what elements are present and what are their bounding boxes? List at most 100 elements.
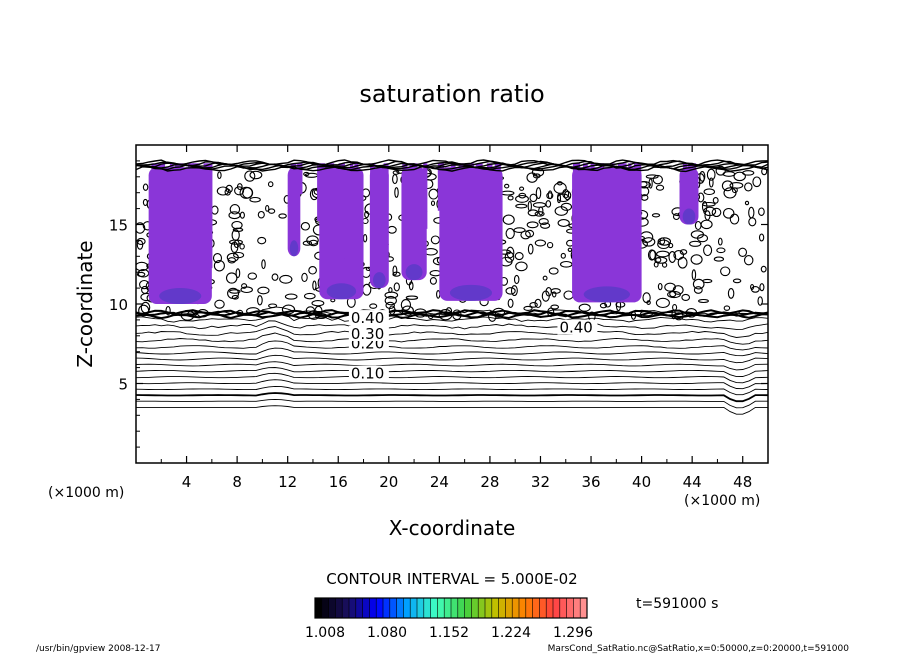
colorbar-segment bbox=[573, 598, 581, 618]
colorbar-segment bbox=[546, 598, 554, 618]
contour-line bbox=[136, 379, 768, 390]
x-tick-label: 24 bbox=[430, 473, 449, 491]
contour-blob bbox=[760, 265, 767, 273]
x-tick-label: 12 bbox=[278, 473, 297, 491]
colorbar-segment bbox=[430, 598, 438, 618]
contour-blob bbox=[436, 290, 441, 299]
shaded-column bbox=[369, 163, 389, 289]
contour-blob bbox=[519, 186, 525, 191]
contour-label: 0.40 bbox=[351, 309, 384, 327]
contour-blob bbox=[506, 246, 515, 259]
colorbar-segment bbox=[559, 598, 568, 618]
contour-blob bbox=[701, 201, 716, 207]
x-tick-label: 20 bbox=[379, 473, 398, 491]
contour-blob bbox=[657, 237, 672, 246]
contour-blob bbox=[302, 240, 313, 246]
contour-blob bbox=[722, 207, 735, 219]
colorbar-segment bbox=[369, 598, 377, 618]
contour-blob bbox=[733, 171, 746, 182]
contour-blob bbox=[693, 286, 703, 294]
contour-blob bbox=[556, 193, 562, 204]
contour-blob bbox=[738, 247, 748, 257]
contour-blob bbox=[639, 231, 654, 243]
contour-blob bbox=[550, 304, 560, 310]
contour-blob bbox=[548, 267, 559, 275]
y-axis: 5 10 15 bbox=[109, 160, 768, 448]
footer-right: MarsCond_SatRatio.nc@SatRatio,x=0:50000,… bbox=[548, 644, 850, 654]
y-tick-label: 10 bbox=[109, 296, 128, 314]
contour-blob bbox=[142, 183, 149, 191]
contour-blob bbox=[136, 271, 146, 277]
contour-blob bbox=[392, 174, 398, 185]
contour-blob bbox=[504, 183, 510, 189]
contour-blob bbox=[557, 219, 570, 227]
colorbar-segment bbox=[342, 598, 350, 618]
contour-blob bbox=[752, 176, 762, 188]
contour-blob bbox=[265, 205, 270, 212]
colorbar-segment bbox=[396, 598, 404, 618]
contour-blob bbox=[529, 193, 538, 203]
contour-blob bbox=[538, 218, 549, 225]
contour-line bbox=[136, 372, 768, 384]
contour-blob bbox=[271, 273, 279, 281]
contour-blob bbox=[527, 209, 539, 217]
contour-blob bbox=[743, 255, 754, 266]
contour-blob bbox=[257, 210, 265, 219]
colorbar-tick-label: 1.152 bbox=[429, 625, 469, 641]
contour-blob bbox=[681, 293, 691, 301]
contour-blob bbox=[234, 186, 245, 196]
colorbar-segment bbox=[485, 598, 493, 618]
x-tick-label: 36 bbox=[581, 473, 600, 491]
contour-blob bbox=[648, 178, 653, 189]
contour-blob bbox=[758, 233, 765, 242]
colorbar-segment bbox=[403, 598, 411, 618]
contour-blob bbox=[229, 289, 241, 294]
contour-blob bbox=[748, 217, 757, 227]
x-axis-label: X-coordinate bbox=[389, 516, 516, 540]
contour-blob bbox=[308, 266, 317, 275]
contour-blob bbox=[239, 211, 245, 219]
contour-blob bbox=[547, 190, 553, 200]
contour-blob bbox=[284, 293, 298, 300]
contour-blob bbox=[303, 292, 316, 300]
contour-blob bbox=[165, 305, 171, 316]
contour-blob bbox=[429, 277, 437, 285]
contour-blob bbox=[690, 254, 703, 265]
contour-blob bbox=[699, 171, 706, 182]
colorbar-tick-label: 1.080 bbox=[367, 625, 407, 641]
contour-blob bbox=[701, 201, 708, 213]
contour-blob bbox=[136, 261, 149, 272]
contour-interval: CONTOUR INTERVAL = 5.000E-02 bbox=[326, 570, 577, 588]
contour-blob bbox=[364, 210, 370, 219]
contour-blob bbox=[505, 287, 516, 295]
contour-blob bbox=[690, 230, 705, 239]
contour-blob bbox=[538, 206, 544, 216]
contour-line bbox=[136, 313, 768, 323]
contour-blob bbox=[400, 299, 412, 311]
contour-blob bbox=[553, 182, 567, 194]
contour-blob bbox=[653, 261, 659, 268]
shaded-column bbox=[437, 163, 503, 301]
plot-area: 0.100.200.300.400.40 bbox=[136, 159, 768, 415]
contour-blob bbox=[505, 227, 515, 240]
contour-blob bbox=[744, 200, 750, 206]
colorbar-segment bbox=[519, 598, 527, 618]
contour-blob bbox=[393, 282, 400, 292]
contour-blob bbox=[551, 291, 557, 298]
contour-blob bbox=[529, 302, 538, 308]
contour-blob bbox=[657, 282, 663, 291]
contour-blob bbox=[384, 295, 397, 306]
colorbar-segment bbox=[498, 598, 506, 618]
contour-blob bbox=[216, 186, 230, 196]
contour-blob bbox=[721, 180, 734, 192]
contour-blob bbox=[645, 174, 659, 179]
contour-blob bbox=[229, 204, 241, 215]
contour-blob bbox=[136, 222, 146, 234]
contour-blob bbox=[239, 243, 245, 250]
colorbar-tick-label: 1.296 bbox=[553, 625, 593, 641]
contour-blob bbox=[694, 220, 702, 231]
contour-blob bbox=[560, 252, 566, 259]
contour-blob bbox=[542, 275, 548, 281]
contour-line bbox=[136, 326, 768, 338]
contour-blob bbox=[279, 274, 293, 284]
